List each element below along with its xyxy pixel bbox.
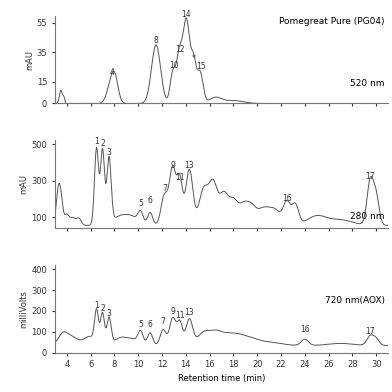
- Y-axis label: mAU: mAU: [20, 174, 29, 194]
- Text: 14: 14: [181, 10, 191, 18]
- Text: 9: 9: [170, 307, 175, 316]
- Text: 16: 16: [300, 325, 310, 334]
- Text: *: *: [192, 53, 196, 62]
- Text: 7: 7: [162, 184, 167, 193]
- Text: 7: 7: [161, 317, 165, 326]
- Text: 10: 10: [169, 61, 179, 70]
- Text: 280 nm: 280 nm: [350, 212, 385, 221]
- Text: 720 nm(AOX): 720 nm(AOX): [325, 296, 385, 305]
- Text: 17: 17: [365, 172, 375, 181]
- Text: 9: 9: [170, 161, 175, 170]
- Text: 13: 13: [185, 308, 194, 317]
- Text: 17: 17: [365, 327, 375, 336]
- Text: 11: 11: [175, 311, 185, 320]
- Text: 12: 12: [176, 45, 185, 54]
- Y-axis label: mAU: mAU: [25, 49, 34, 69]
- Text: 16: 16: [282, 194, 292, 203]
- Text: 13: 13: [185, 161, 194, 170]
- Text: 6: 6: [148, 320, 152, 329]
- Text: 2: 2: [100, 139, 105, 148]
- Text: Pomegreat Pure (PG04): Pomegreat Pure (PG04): [279, 16, 385, 25]
- Text: 3: 3: [107, 309, 111, 318]
- Text: 5: 5: [138, 320, 143, 329]
- Text: 8: 8: [154, 36, 158, 45]
- Text: 6: 6: [148, 196, 152, 205]
- Text: 1: 1: [94, 137, 99, 146]
- Y-axis label: milliVolts: milliVolts: [20, 290, 29, 328]
- Text: 5: 5: [138, 199, 143, 208]
- Text: 15: 15: [196, 62, 206, 71]
- Text: 11: 11: [175, 173, 185, 182]
- Text: 520 nm: 520 nm: [350, 79, 385, 88]
- Text: 3: 3: [107, 148, 111, 157]
- Text: 1: 1: [94, 301, 99, 310]
- Text: 2: 2: [100, 304, 105, 313]
- X-axis label: Retention time (min): Retention time (min): [178, 374, 265, 383]
- Text: 4: 4: [109, 68, 114, 77]
